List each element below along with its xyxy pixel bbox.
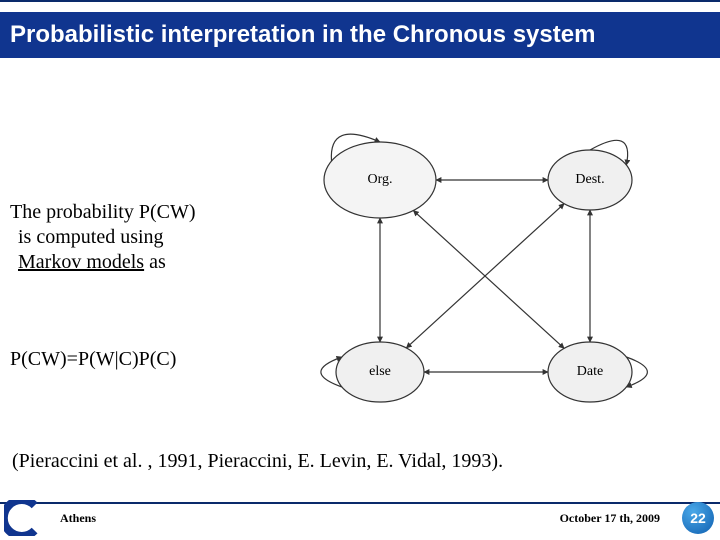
footer-divider <box>0 502 720 504</box>
slide-root: Probabilistic interpretation in the Chro… <box>0 0 720 540</box>
footer-date-text: October 17 th, 2009 <box>560 511 660 525</box>
footer-location-text: Athens <box>60 511 96 525</box>
citation-text: (Pieraccini et al. , 1991, Pieraccini, E… <box>12 450 503 472</box>
node-label-else: else <box>369 364 391 379</box>
citation: (Pieraccini et al. , 1991, Pieraccini, E… <box>12 450 503 473</box>
edge-org-date <box>413 211 564 349</box>
node-label-date: Date <box>577 364 603 379</box>
footer-date: October 17 th, 2009 <box>560 511 660 526</box>
corner-logo-icon <box>4 500 40 536</box>
footer-location: Athens <box>60 511 96 526</box>
node-label-org: Org. <box>367 172 392 187</box>
page-number-badge: 22 <box>682 502 714 534</box>
page-number: 22 <box>690 510 706 526</box>
node-label-dest: Dest. <box>575 172 604 187</box>
